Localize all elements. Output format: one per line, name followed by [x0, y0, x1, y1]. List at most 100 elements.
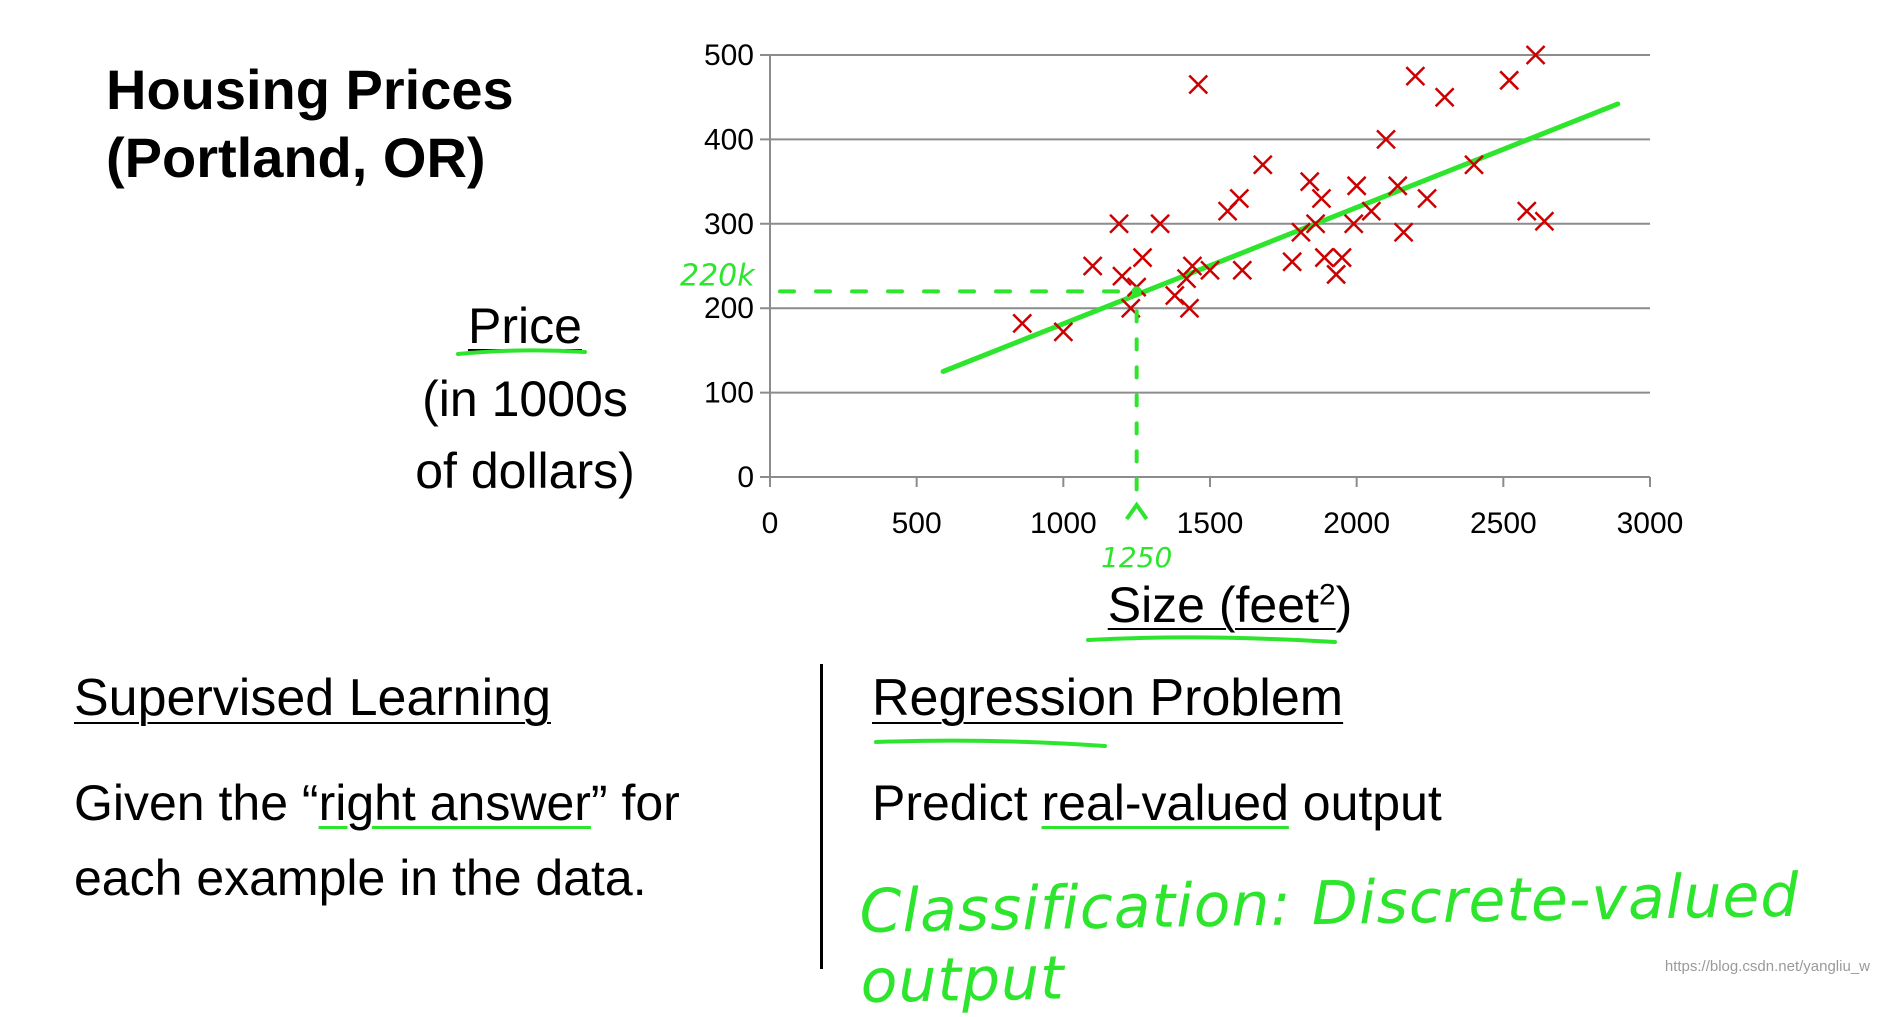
data-point-stroke: [1282, 251, 1303, 272]
data-point: [1332, 247, 1352, 268]
prediction-point: [1131, 286, 1142, 297]
data-point: [1314, 247, 1335, 268]
prediction-annotation: 220k 1250: [456, 258, 1337, 748]
x-tick-label: 0: [762, 507, 779, 540]
data-point: [1012, 313, 1033, 334]
scatter-chart: 0 100 200 300 400 500 0 500 1000 1500 2000 2500 3000…: [456, 39, 1683, 748]
right-body-post: output: [1288, 775, 1442, 831]
watermark: https://blog.csdn.net/yangliu_w: [1664, 958, 1870, 975]
data-point: [1188, 74, 1209, 95]
data-point-stroke: [1200, 260, 1220, 281]
data-point: [1182, 256, 1203, 276]
data-point: [1179, 298, 1200, 319]
y-axis-label: Price (in 1000s of dollars): [390, 290, 660, 508]
data-point: [1109, 213, 1129, 234]
x-tick-label: 1500: [1177, 507, 1244, 540]
data-point-stroke: [1534, 211, 1555, 232]
data-point: [1311, 188, 1332, 209]
axes: [760, 55, 1651, 487]
data-point-stroke: [1176, 268, 1197, 289]
data-point: [1525, 45, 1546, 65]
data-point: [1387, 175, 1408, 196]
x-axis-label-sup: 2: [1318, 578, 1336, 612]
fit-line: [940, 101, 1621, 374]
data-point-stroke: [1229, 188, 1250, 209]
y-tick-label: 0: [737, 461, 754, 494]
y-tick-label: 200: [704, 292, 754, 325]
right-answer-text: right answer: [318, 775, 591, 831]
real-valued-text: real-valued: [1041, 775, 1289, 831]
y-tick-label: 400: [704, 123, 754, 156]
regression-problem-heading: Regression Problem: [872, 669, 1344, 727]
left-body-line2: each example in the data.: [74, 850, 647, 906]
supervised-learning-heading: Supervised Learning: [74, 669, 551, 727]
data-point: [1417, 188, 1437, 209]
data-point-stroke: [1053, 321, 1074, 342]
x-tick-label: 2000: [1323, 507, 1390, 540]
x-tick-label: 1000: [1030, 507, 1097, 540]
data-point-stroke: [1012, 313, 1033, 334]
data-point: [1305, 213, 1326, 234]
right-body-pre: Predict: [872, 775, 1042, 831]
data-point-stroke: [1188, 74, 1209, 95]
data-point-stroke: [1305, 213, 1326, 234]
data-point: [1150, 213, 1171, 234]
data-point-stroke: [1132, 247, 1153, 268]
data-point-stroke: [1405, 66, 1426, 86]
data-point: [1132, 247, 1153, 268]
data-point-stroke: [1499, 70, 1520, 91]
data-point-stroke: [1417, 188, 1437, 209]
data-point-stroke: [1393, 222, 1414, 243]
data-point: [1299, 171, 1320, 192]
data-point-stroke: [1314, 247, 1335, 268]
regression-underline: [874, 738, 1107, 748]
data-point: [1346, 175, 1367, 196]
x-axis-label-main: Size (feet: [1107, 577, 1319, 633]
data-point-stroke: [1343, 213, 1364, 234]
x-tick-label: 2500: [1470, 507, 1537, 540]
y-tick-label: 300: [704, 208, 754, 241]
y-axis-label-main: Price: [468, 298, 582, 354]
divider: [820, 664, 823, 969]
data-point-stroke: [1252, 154, 1273, 175]
regression-line: [940, 101, 1621, 374]
size-annotation-label: 1250: [1101, 541, 1172, 574]
data-point-stroke: [1434, 87, 1455, 108]
data-point: [1053, 321, 1074, 342]
data-point: [1516, 201, 1537, 222]
regression-problem-description: Predict real-valued output: [872, 766, 1442, 841]
data-point-stroke: [1120, 298, 1141, 319]
data-point: [1082, 256, 1103, 276]
supervised-learning-description: Given the “right answer” for each exampl…: [74, 766, 680, 916]
data-point-stroke: [1361, 201, 1382, 222]
y-tick-label: 100: [704, 377, 754, 410]
data-point: [1499, 70, 1520, 91]
data-point: [1376, 129, 1396, 150]
data-point-stroke: [1082, 256, 1103, 276]
data-point: [1291, 222, 1311, 243]
data-point-stroke: [1376, 129, 1396, 150]
data-point-stroke: [1387, 175, 1408, 196]
left-body-post: ” for: [590, 775, 680, 831]
data-point: [1534, 211, 1555, 232]
price-underline: [456, 348, 587, 356]
data-point: [1282, 251, 1303, 272]
data-point-stroke: [1179, 298, 1200, 319]
size-arrow: [1125, 501, 1149, 521]
data-point: [1229, 188, 1250, 209]
size-underline: [1086, 635, 1337, 644]
data-point: [1176, 268, 1197, 289]
data-point: [1434, 87, 1455, 108]
left-body-pre: Given the “: [74, 775, 319, 831]
data-point-stroke: [1112, 266, 1132, 287]
data-point: [1164, 285, 1185, 306]
data-point: [1252, 154, 1273, 175]
data-point-stroke: [1326, 264, 1347, 285]
data-point: [1232, 260, 1253, 281]
grid-lines: [760, 54, 1650, 394]
y-axis-label-sub2: of dollars): [415, 443, 635, 499]
data-point-stroke: [1332, 247, 1352, 268]
data-point-stroke: [1109, 213, 1129, 234]
x-axis-label: Size (feet2): [1040, 576, 1420, 634]
x-axis-label-end: ): [1335, 577, 1353, 633]
